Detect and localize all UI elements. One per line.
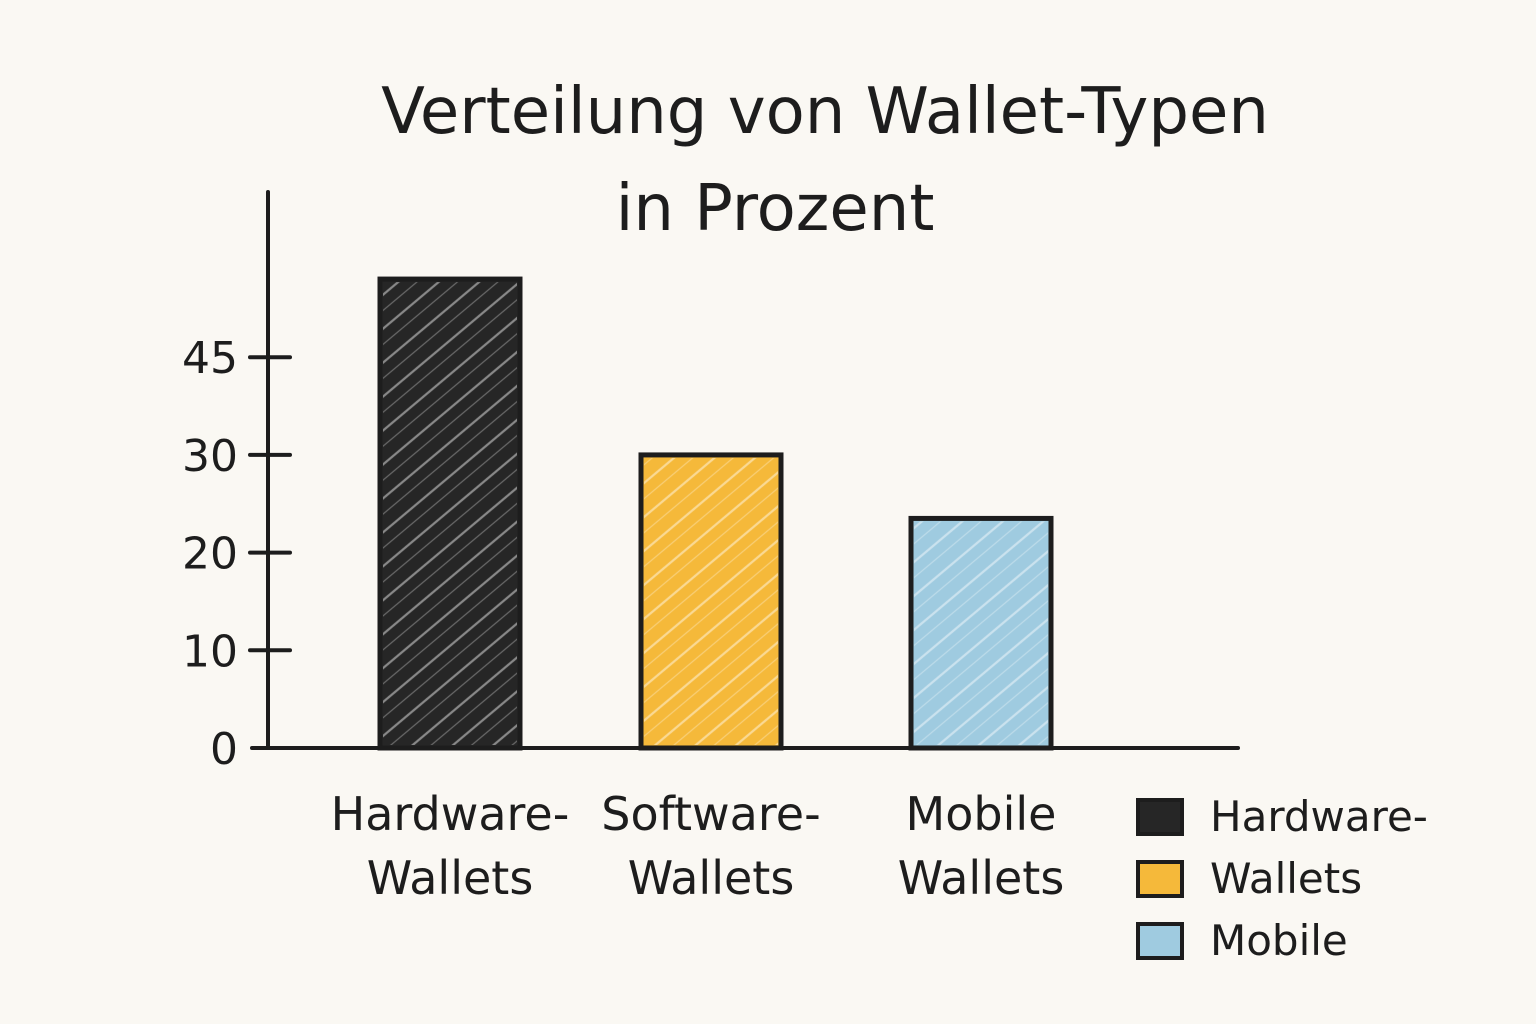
bar-hatch-2 [644,457,778,745]
chart-title-line-1: Verteilung von Wallet-Typen [381,75,1269,149]
y-ticks: 0 10 20 30 45 [182,333,292,775]
bar-hatch-3 [914,521,1048,745]
legend-label: Wallets [1210,854,1362,903]
category-label: Hardware- [331,787,570,841]
category-label: Wallets [628,851,795,905]
legend-label: Hardware- [1210,792,1428,841]
legend-swatch [1136,798,1184,836]
category-labels: Hardware- Wallets Software- Wallets Mobile Wa… [331,787,1065,905]
y-tick-label: 45 [182,333,238,384]
bar-hatch-1 [383,282,517,745]
y-tick-label: 30 [182,431,238,482]
legend-swatch [1136,922,1184,960]
legend-swatch [1136,860,1184,898]
legend: Hardware- Wallets Mobile [1136,792,1428,965]
y-tick-label: 20 [182,529,238,580]
y-tick-label: 10 [182,626,238,677]
category-label: Mobile [906,787,1057,841]
category-label: Software- [601,787,820,841]
y-tick-label: 0 [210,724,238,775]
legend-label: Mobile [1210,916,1348,965]
bars [377,276,1054,751]
category-label: Wallets [367,851,534,905]
category-label: Wallets [898,851,1065,905]
chart-title-line-2: in Prozent [616,172,935,246]
